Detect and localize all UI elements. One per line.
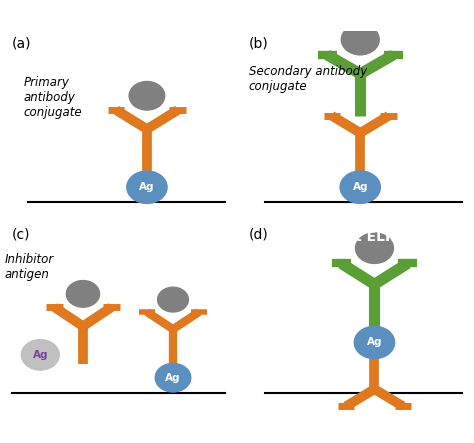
Text: (a): (a)	[12, 37, 31, 51]
Circle shape	[155, 363, 191, 392]
Text: Indirect ELISA: Indirect ELISA	[301, 230, 410, 244]
Text: (c): (c)	[12, 227, 30, 241]
Text: Ag: Ag	[165, 373, 181, 383]
Text: Ag: Ag	[139, 182, 155, 192]
Circle shape	[157, 287, 188, 312]
Text: Primary
antibody
conjugate: Primary antibody conjugate	[24, 76, 82, 119]
Text: Sandwich ELISA: Sandwich ELISA	[293, 420, 418, 435]
Circle shape	[340, 171, 380, 203]
Circle shape	[66, 280, 100, 307]
Circle shape	[127, 171, 167, 203]
Circle shape	[356, 233, 393, 264]
Text: Ag: Ag	[33, 350, 48, 360]
Circle shape	[129, 82, 165, 110]
Text: Ag: Ag	[353, 182, 368, 192]
Text: Ag: Ag	[367, 338, 382, 347]
Text: Competitive ELISA: Competitive ELISA	[46, 420, 191, 435]
Text: (b): (b)	[249, 37, 269, 51]
Circle shape	[21, 340, 59, 370]
Text: Secondary antibody
conjugate: Secondary antibody conjugate	[249, 65, 367, 93]
Text: (d): (d)	[249, 227, 269, 241]
Text: Direct ELISA: Direct ELISA	[70, 230, 167, 244]
Text: Inhibitor
antigen: Inhibitor antigen	[5, 253, 54, 281]
Circle shape	[341, 24, 379, 55]
Circle shape	[354, 326, 394, 359]
